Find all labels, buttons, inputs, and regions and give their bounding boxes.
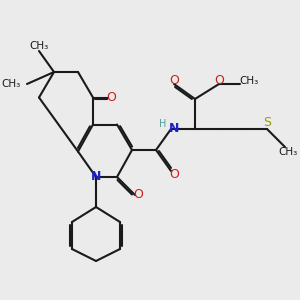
Text: N: N <box>91 170 101 184</box>
Text: H: H <box>159 119 166 130</box>
Text: S: S <box>263 116 271 130</box>
Text: CH₃: CH₃ <box>239 76 259 86</box>
Text: O: O <box>214 74 224 88</box>
Text: N: N <box>169 122 179 136</box>
Text: O: O <box>169 74 179 88</box>
Text: CH₃: CH₃ <box>2 79 21 89</box>
Text: CH₃: CH₃ <box>29 41 49 52</box>
Text: CH₃: CH₃ <box>278 146 298 157</box>
Text: O: O <box>169 167 179 181</box>
Text: O: O <box>106 91 116 104</box>
Text: O: O <box>133 188 143 202</box>
